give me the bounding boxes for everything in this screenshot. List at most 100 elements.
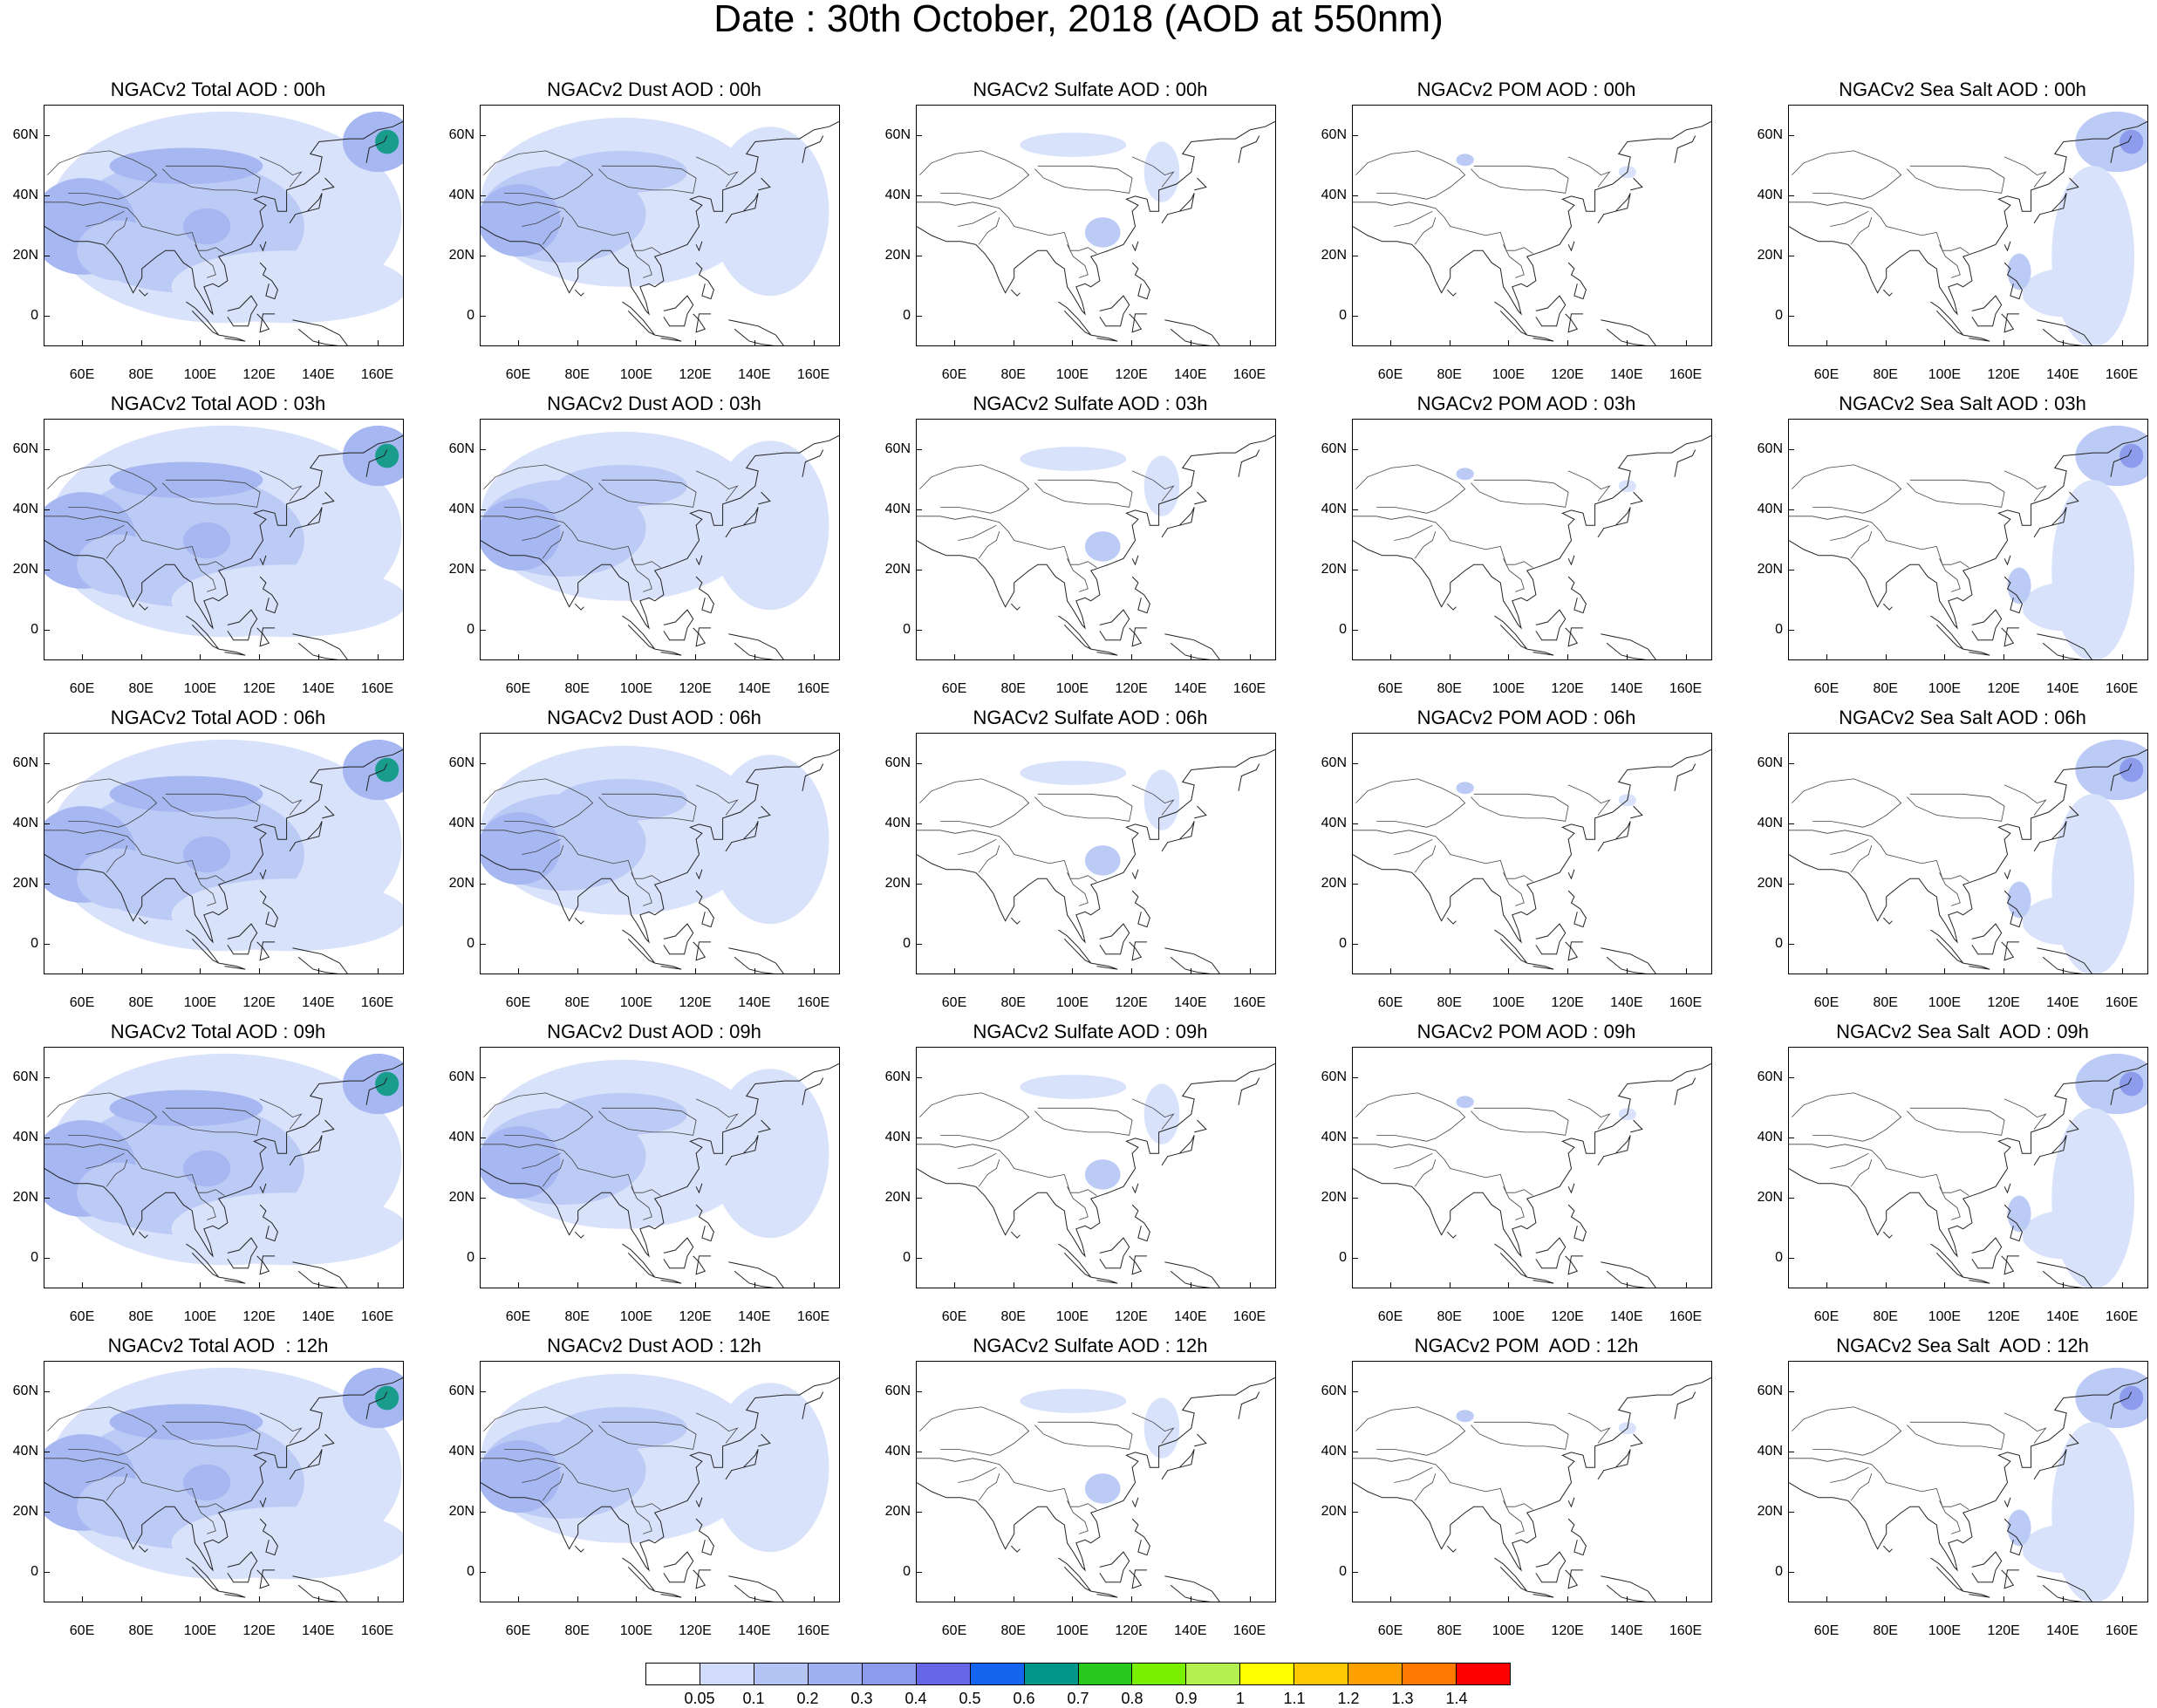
lon-tick: [377, 968, 379, 974]
coastline: [1194, 491, 1207, 505]
lat-tick: [1352, 316, 1358, 318]
colorbar-label: 1.3: [1391, 1690, 1414, 1707]
coastline: [654, 962, 682, 970]
coastline: [693, 941, 711, 961]
lon-label: 140E: [738, 1623, 771, 1638]
coastline: [218, 962, 246, 970]
lat-label: 60N: [448, 126, 474, 142]
lon-tick: [1885, 654, 1887, 660]
coastline: [481, 434, 839, 630]
coastline: [2003, 869, 2011, 880]
lat-label: 20N: [1321, 1190, 1347, 1206]
lon-label: 120E: [242, 681, 276, 696]
lat-label: 40N: [448, 1443, 474, 1459]
colorbar-label: 0.8: [1121, 1690, 1143, 1707]
lat-tick: [44, 944, 50, 946]
country-border: [1826, 202, 1937, 236]
panel-title: NGACv2 POM AOD : 09h: [1416, 1021, 1636, 1042]
map-frame: [1788, 733, 2148, 974]
coastline: [218, 1276, 246, 1284]
lon-label: 140E: [302, 367, 335, 382]
country-border: [1390, 830, 1501, 864]
map-frame: [916, 105, 1276, 346]
lat-label: 0: [467, 308, 474, 324]
panel-title: NGACv2 POM AOD : 03h: [1416, 393, 1636, 414]
aod-shading-region: [1456, 468, 1474, 481]
lon-tick: [82, 1596, 83, 1602]
map-panel-dust-12h: NGACv2 Dust AOD : 12h 60N 40N 20N 0 60E 80E 100…: [436, 1335, 872, 1649]
lat-label: 20N: [1321, 876, 1347, 892]
coastline: [1238, 1077, 1260, 1105]
country-border: [1394, 1152, 1433, 1169]
lon-label: 160E: [796, 995, 830, 1010]
aod-shading-region: [171, 1506, 403, 1580]
lat-tick: [916, 509, 922, 510]
colorbar-swatch: [1024, 1664, 1079, 1684]
aod-shading-region: [171, 250, 403, 324]
country-border: [631, 244, 652, 278]
lon-label: 120E: [242, 1309, 276, 1324]
country-border: [978, 1158, 1000, 1187]
country-border: [1067, 558, 1089, 592]
lon-label: 140E: [738, 681, 771, 696]
lon-label: 140E: [302, 995, 335, 1010]
colorbar-swatch: [754, 1664, 809, 1684]
country-border: [954, 516, 1065, 550]
coastline: [1194, 1119, 1207, 1133]
lon-label: 120E: [1987, 681, 2020, 696]
coastline: [481, 1062, 839, 1258]
lon-tick: [1449, 1596, 1451, 1602]
lon-tick: [1449, 340, 1451, 346]
lat-label: 40N: [12, 187, 38, 202]
coastline: [2003, 1183, 2011, 1194]
country-border: [191, 1488, 225, 1511]
country-border: [958, 524, 997, 541]
country-border: [1907, 1107, 2005, 1136]
coastline: [1131, 1497, 1139, 1508]
coastline: [289, 821, 323, 852]
country-border: [522, 1466, 561, 1483]
lat-tick: [916, 1076, 922, 1078]
lat-label: 60N: [12, 441, 38, 456]
lon-label: 80E: [128, 681, 154, 696]
coastline: [1353, 1062, 1711, 1258]
lon-label: 100E: [1055, 681, 1089, 696]
coastline: [256, 1569, 275, 1589]
lat-tick: [44, 884, 50, 885]
coastline: [1567, 1497, 1575, 1508]
country-border: [1789, 202, 1828, 206]
lat-label: 60N: [448, 755, 474, 770]
lat-tick: [480, 762, 486, 764]
coastline: [1630, 1433, 1643, 1447]
country-border: [1067, 872, 1089, 906]
aod-shading-region: [1456, 1410, 1474, 1423]
aod-shading-region: [1143, 769, 1180, 830]
coastline: [917, 434, 1275, 630]
lat-tick: [44, 1076, 50, 1078]
coastline: [693, 1569, 711, 1589]
coastline: [1353, 120, 1711, 316]
country-border: [85, 210, 125, 227]
lon-tick: [1567, 968, 1569, 974]
lon-label: 120E: [1115, 367, 1148, 382]
country-border: [1034, 1421, 1133, 1450]
coastline: [2003, 1204, 2023, 1242]
aod-shading-region: [77, 1162, 160, 1223]
lon-label: 120E: [1551, 367, 1584, 382]
lon-tick: [1390, 1596, 1391, 1602]
panel-title: NGACv2 POM AOD : 06h: [1416, 707, 1636, 728]
lat-tick: [1788, 1572, 1794, 1574]
aod-shading-region: [1084, 1159, 1121, 1190]
lon-tick: [1390, 654, 1391, 660]
coastline: [292, 947, 348, 974]
colorbar-label: 0.7: [1067, 1690, 1089, 1707]
coastline: [1882, 1231, 1893, 1239]
country-border: [627, 1488, 661, 1511]
coastline: [1930, 615, 1964, 650]
lon-label: 100E: [183, 1623, 217, 1638]
aod-shading-region: [2007, 253, 2031, 290]
colorbar-label: 0.2: [796, 1690, 819, 1707]
coastline: [259, 1183, 267, 1194]
lon-tick: [577, 968, 578, 974]
lat-label: 0: [467, 936, 474, 952]
